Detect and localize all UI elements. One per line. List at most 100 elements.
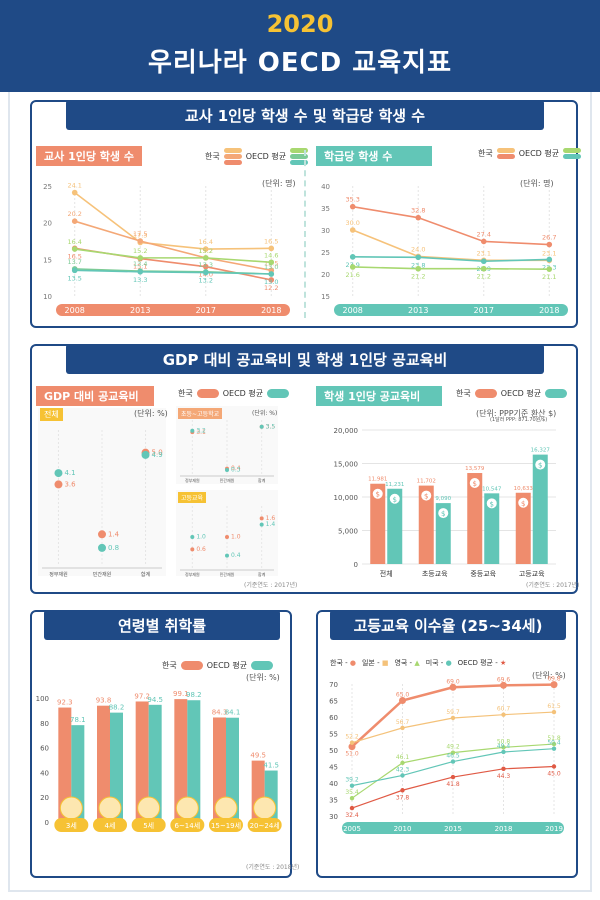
data-label: 0.4 <box>231 465 241 472</box>
legend-s3-oecd: OECD 평균 <box>206 661 248 670</box>
data-label: 3.6 <box>64 480 76 488</box>
source-s3: (기준연도 : 2018년) <box>246 864 300 871</box>
data-point <box>98 530 106 539</box>
category-label: 고등교육 <box>519 570 545 578</box>
bar <box>135 701 149 822</box>
data-label: 13.0 <box>264 263 278 271</box>
data-label: 50.4 <box>547 740 561 747</box>
data-label: 41.8 <box>446 781 460 788</box>
data-point <box>259 516 264 521</box>
page-title: 우리나라 OECD 교육지표 <box>148 48 452 78</box>
data-point <box>450 759 456 764</box>
data-point <box>349 254 356 260</box>
data-label: 15.2 <box>133 247 147 255</box>
data-label: 21.1 <box>542 273 556 281</box>
data-point <box>349 805 355 811</box>
age-label-pill <box>54 818 89 832</box>
series-line <box>74 191 272 250</box>
data-point <box>190 547 195 552</box>
data-point <box>348 743 356 751</box>
x-axis-bar <box>334 304 568 316</box>
data-point <box>551 764 557 769</box>
data-point <box>399 697 406 704</box>
series-line <box>352 229 550 262</box>
data-label: 69.8 <box>547 676 561 683</box>
data-point <box>190 535 195 539</box>
data-label: 13.4 <box>133 260 147 268</box>
bar <box>58 707 72 822</box>
data-label: 0.4 <box>231 552 241 559</box>
data-point <box>546 241 553 248</box>
legend-korea-label-2: 한국 <box>478 149 493 158</box>
age-label-pill <box>247 818 282 832</box>
data-label: 11,231 <box>385 482 404 488</box>
data-point <box>268 259 275 266</box>
data-label: 51.0 <box>345 751 359 758</box>
data-label: 78.1 <box>70 716 86 724</box>
data-point <box>202 246 209 252</box>
age-icon <box>59 796 83 820</box>
series-line <box>352 266 550 270</box>
series-line <box>74 269 272 275</box>
category-label: 정부재원 <box>185 477 200 483</box>
y-tick-label: 20 <box>40 794 49 802</box>
category-label: 6~14세 <box>174 821 200 830</box>
legend-oecd-primary-swatch-2 <box>563 148 582 153</box>
data-point <box>190 428 195 433</box>
x-tick-label: 2010 <box>394 825 412 833</box>
dollar-icon <box>518 497 529 508</box>
category-label: 민간재원 <box>220 477 235 483</box>
age-label-pill <box>131 818 166 832</box>
legend-s2-oecd: OECD 평균 <box>222 389 264 398</box>
data-label: 61.5 <box>547 703 561 710</box>
dollar-icon <box>486 498 497 509</box>
data-point <box>202 263 209 270</box>
data-label: 1.0 <box>231 534 241 541</box>
legend-oecd-primary-swatch <box>290 148 309 153</box>
data-label: 60.7 <box>497 706 511 713</box>
legend-s2-right: 한국 OECD 평균 <box>456 388 568 399</box>
data-label: 37.8 <box>396 794 410 801</box>
data-point <box>71 189 78 196</box>
data-label: 50.8 <box>497 738 511 745</box>
y-tick-label: 55 <box>329 731 338 739</box>
dollar-icon-glyph: $ <box>521 500 525 508</box>
data-point <box>415 265 422 272</box>
bar <box>387 488 403 564</box>
data-label: 4.9 <box>152 451 163 459</box>
y-tick-label: 0 <box>45 819 49 827</box>
gdp-primary-label: 초등~고등학교 <box>178 408 223 419</box>
category-label: 합계 <box>258 571 266 577</box>
bar <box>174 699 188 822</box>
x-tick-label: 2013 <box>130 306 150 315</box>
legend-s3-oecd-swatch <box>251 661 274 670</box>
legend-s2-oecd-swatch-2 <box>545 389 568 398</box>
data-label: 1.0 <box>196 534 206 541</box>
legend-oecd-high-swatch <box>290 160 309 165</box>
chart-teacher-ratio: 10 15 20 25 2008 2013 2017 2018 24.1 17.3 16.4 16.5… <box>43 182 290 316</box>
data-label: 69.0 <box>446 678 460 685</box>
legend-marker: ■ <box>381 659 389 667</box>
tab-gdp-expenditure: GDP 대비 공교육비 <box>36 386 154 406</box>
unit-s2-right-sub: (1달러 PPP: 871.70원/$) <box>490 417 548 423</box>
data-label: 98.2 <box>186 691 202 699</box>
section3-title: 연령별 취학률 <box>44 610 280 640</box>
dollar-icon <box>389 493 400 504</box>
series-line <box>74 220 272 272</box>
data-label: 0.8 <box>108 544 119 552</box>
data-label: 49.2 <box>446 744 460 751</box>
enrollment-age-icons: 3세 4세 5세 6~14세 15~19세 20~24세 <box>54 796 282 832</box>
data-label: 13.3 <box>199 261 213 269</box>
data-point <box>449 683 457 691</box>
data-point <box>480 265 487 272</box>
data-label: 16.5 <box>67 252 81 260</box>
data-point <box>500 681 507 689</box>
legend-s2-korea-2: 한국 <box>456 389 471 398</box>
data-label: 3.5 <box>266 423 276 430</box>
dollar-icon-glyph: $ <box>376 491 380 499</box>
data-label: 35.3 <box>345 196 359 204</box>
bar <box>226 717 239 822</box>
unit-s2-left: (단위: %) <box>134 409 168 418</box>
data-label: 21.2 <box>411 273 425 281</box>
unit-s2-left-2: (단위: %) <box>252 410 278 417</box>
